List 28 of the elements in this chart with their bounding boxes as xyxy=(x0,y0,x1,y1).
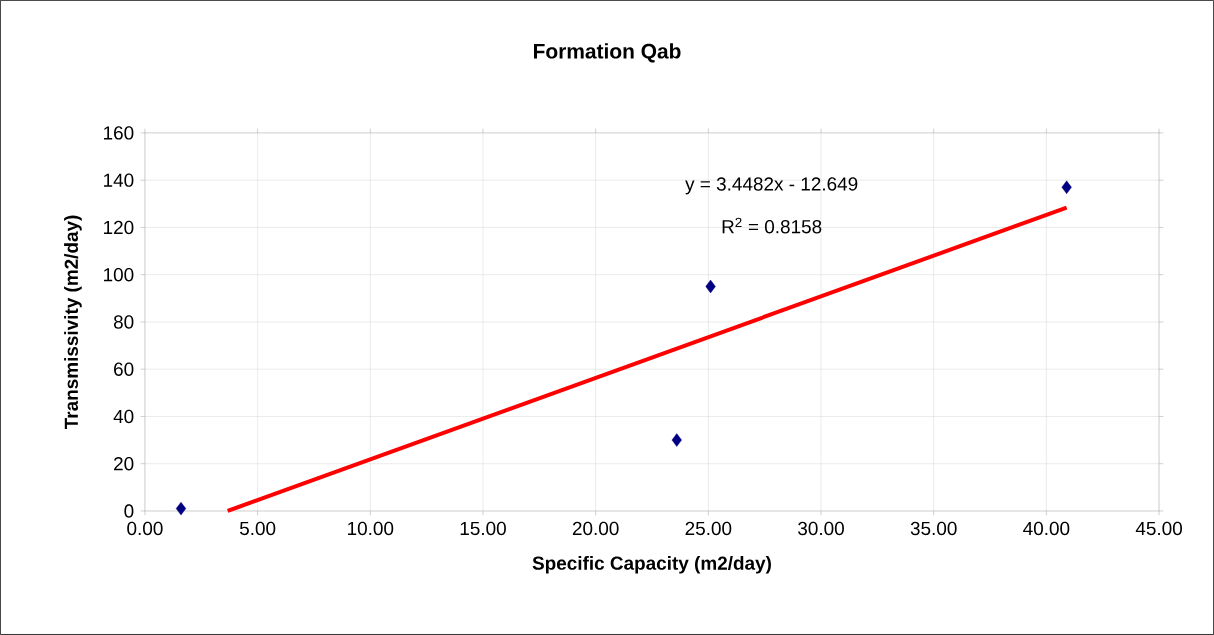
point xyxy=(705,279,716,294)
y-tick-label: 120 xyxy=(104,220,134,235)
x-axis-title: Specific Capacity (m2/day) xyxy=(532,556,771,574)
x-tick-label: 30.00 xyxy=(798,521,844,536)
x-tick-label: 25.00 xyxy=(685,521,732,536)
x-tick-label: 40.00 xyxy=(1023,521,1070,536)
x-tick-label: 0.00 xyxy=(127,521,163,536)
x-tick-label: 10.00 xyxy=(348,521,394,536)
y-tick-label: 160 xyxy=(104,126,134,140)
chart-title: Formation Qab xyxy=(534,43,681,63)
y-tick-label: 60 xyxy=(114,362,134,376)
y-tick-label: 80 xyxy=(113,315,134,329)
x-tick-label: 35.00 xyxy=(910,521,957,536)
y-tick-label: 100 xyxy=(104,268,134,282)
x-tick-label: 5.00 xyxy=(239,521,276,536)
point xyxy=(1061,180,1072,194)
y-axis-title: Transmissivity (m2/day) xyxy=(64,215,82,430)
annotation: y = 3.4482x - 12.649 xyxy=(685,177,858,195)
y-tick-label: 140 xyxy=(104,173,134,187)
y-tick-label: 20 xyxy=(114,457,134,471)
point xyxy=(175,501,187,516)
x-tick-label: 45.00 xyxy=(1135,521,1182,536)
x-tick-label: 15.00 xyxy=(460,521,506,536)
point xyxy=(671,433,682,447)
annotation: R$^{2}$ = 0.8158 xyxy=(722,217,822,234)
x-tick-label: 20.00 xyxy=(572,521,619,536)
y-tick-label: 40 xyxy=(113,409,134,424)
y-tick-label: 0 xyxy=(124,504,134,518)
